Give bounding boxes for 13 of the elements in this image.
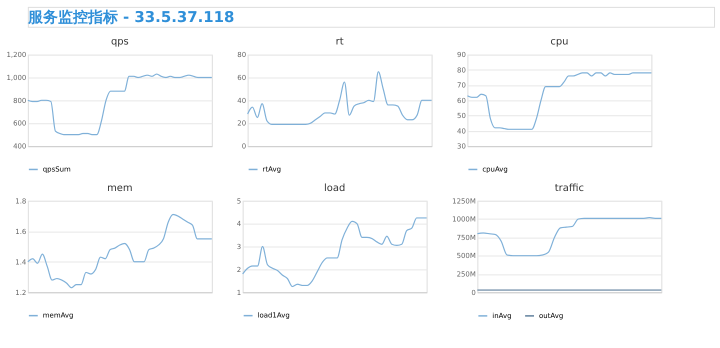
chart-title: qps [110, 36, 129, 48]
line-series [27, 214, 212, 288]
line-series [27, 73, 212, 136]
text: 服务监控指标 - 33.5.37.118 [26, 8, 234, 26]
chart-title: mem [107, 182, 133, 194]
line-series [247, 71, 432, 125]
line-series [476, 217, 662, 256]
chart-title: rt [336, 36, 344, 48]
chart-title: traffic [554, 182, 584, 194]
line-series [242, 217, 428, 288]
chart-title: load [324, 182, 346, 194]
line-series [466, 72, 652, 130]
chart-title: cpu [550, 36, 568, 48]
